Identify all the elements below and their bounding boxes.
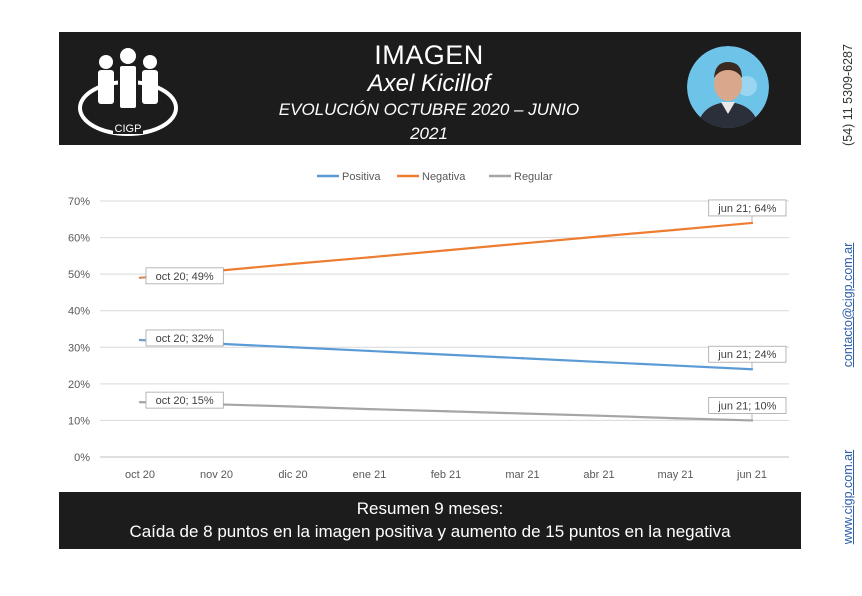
contact-sidebar: (54) 11 5309-6287 contacto@cigp.com.ar w… [838,0,858,596]
data-label: jun 21; 24% [717,349,776,361]
data-point [597,235,601,238]
data-label: oct 20; 32% [156,333,214,345]
period-label: EVOLUCIÓN OCTUBRE 2020 – JUNIO 2021 [278,100,580,143]
data-point [368,349,371,353]
x-tick-label: mar 21 [505,469,539,481]
data-label-box [708,199,787,217]
profile-photo [687,46,769,128]
x-tick-label: jun 21 [736,469,767,481]
y-tick-label: 50% [68,269,90,281]
data-point [291,346,295,349]
data-point [521,242,524,245]
data-label: oct 20; 49% [156,271,214,283]
data-point [291,405,295,408]
data-point [597,360,601,364]
title-block: IMAGEN Axel Kicillof EVOLUCIÓN OCTUBRE 2… [259,40,599,146]
x-tick-label: feb 21 [431,469,462,481]
page-title: IMAGEN [374,40,484,70]
x-tick-label: ene 21 [353,469,387,481]
data-point [444,410,448,413]
summary-title: Resumen 9 meses: [356,499,504,518]
data-label-box [708,397,787,414]
x-tick-label: abr 21 [583,469,614,481]
y-tick-label: 30% [68,342,90,354]
summary-text: Caída de 8 puntos en la imagen positiva … [129,522,731,541]
data-point [368,256,371,259]
cigp-logo: CIGP [78,48,178,136]
data-point [291,262,295,266]
line-chart: 0% 10% 20% 30% 40% 50% 60% 70% oct 20 nov 20 dic 2… [68,171,789,481]
data-label-box [145,391,224,409]
data-point [368,407,371,411]
website-link[interactable]: www.cigp.com.ar [841,449,855,545]
legend-label: Regular [514,171,553,183]
summary-banner: Resumen 9 meses: Caída de 8 puntos en la… [59,492,801,549]
x-tick-label: nov 20 [200,469,233,481]
data-label-box [708,345,787,363]
y-tick-label: 70% [68,196,90,208]
y-tick-label: 20% [68,379,90,391]
data-point [521,412,524,415]
x-tick-label: dic 20 [278,469,307,481]
data-point [597,414,601,417]
y-tick-label: 0% [74,452,90,464]
x-tick-label: oct 20 [125,469,155,481]
data-label-box [145,329,224,347]
email-link[interactable]: contacto@cigp.com.ar [841,242,855,368]
data-label: jun 21; 64% [717,203,776,215]
page-subtitle: Axel Kicillof [367,70,491,97]
data-label: jun 21; 10% [717,400,776,412]
data-point [444,249,448,252]
data-label: oct 20; 15% [156,395,214,407]
data-point [674,364,677,367]
y-tick-label: 40% [68,306,90,318]
legend-label: Negativa [422,171,466,183]
legend-label: Positiva [342,171,381,183]
data-point [521,357,524,360]
y-tick-label: 60% [68,233,90,245]
y-tick-label: 10% [68,415,90,427]
logo-label: CIGP [115,123,142,135]
data-point [674,417,677,420]
data-point [674,228,677,232]
phone-number: (54) 11 5309-6287 [841,44,855,146]
header-banner: CIGP IMAGEN Axel Kicillof EVOLUCIÓN OCTU… [59,32,801,145]
data-label-box [145,267,224,285]
x-tick-label: may 21 [657,469,693,481]
data-point [444,353,448,356]
